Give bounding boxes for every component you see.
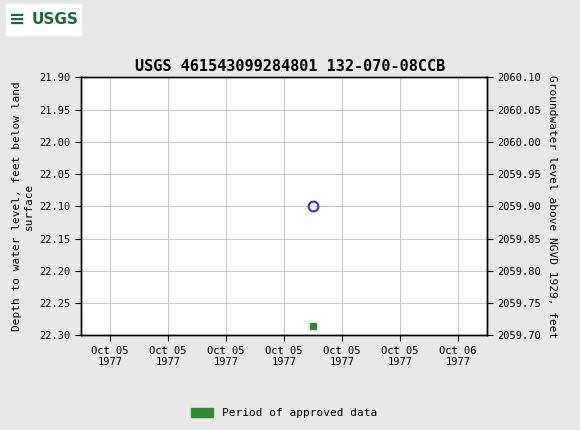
Text: ≡: ≡ xyxy=(9,10,25,29)
Y-axis label: Groundwater level above NGVD 1929, feet: Groundwater level above NGVD 1929, feet xyxy=(547,75,557,338)
Text: USGS 461543099284801 132-070-08CCB: USGS 461543099284801 132-070-08CCB xyxy=(135,59,445,74)
Legend: Period of approved data: Period of approved data xyxy=(187,403,382,423)
Y-axis label: Depth to water level, feet below land
surface: Depth to water level, feet below land su… xyxy=(12,82,34,331)
FancyBboxPatch shape xyxy=(6,4,81,35)
Text: USGS: USGS xyxy=(32,12,79,27)
